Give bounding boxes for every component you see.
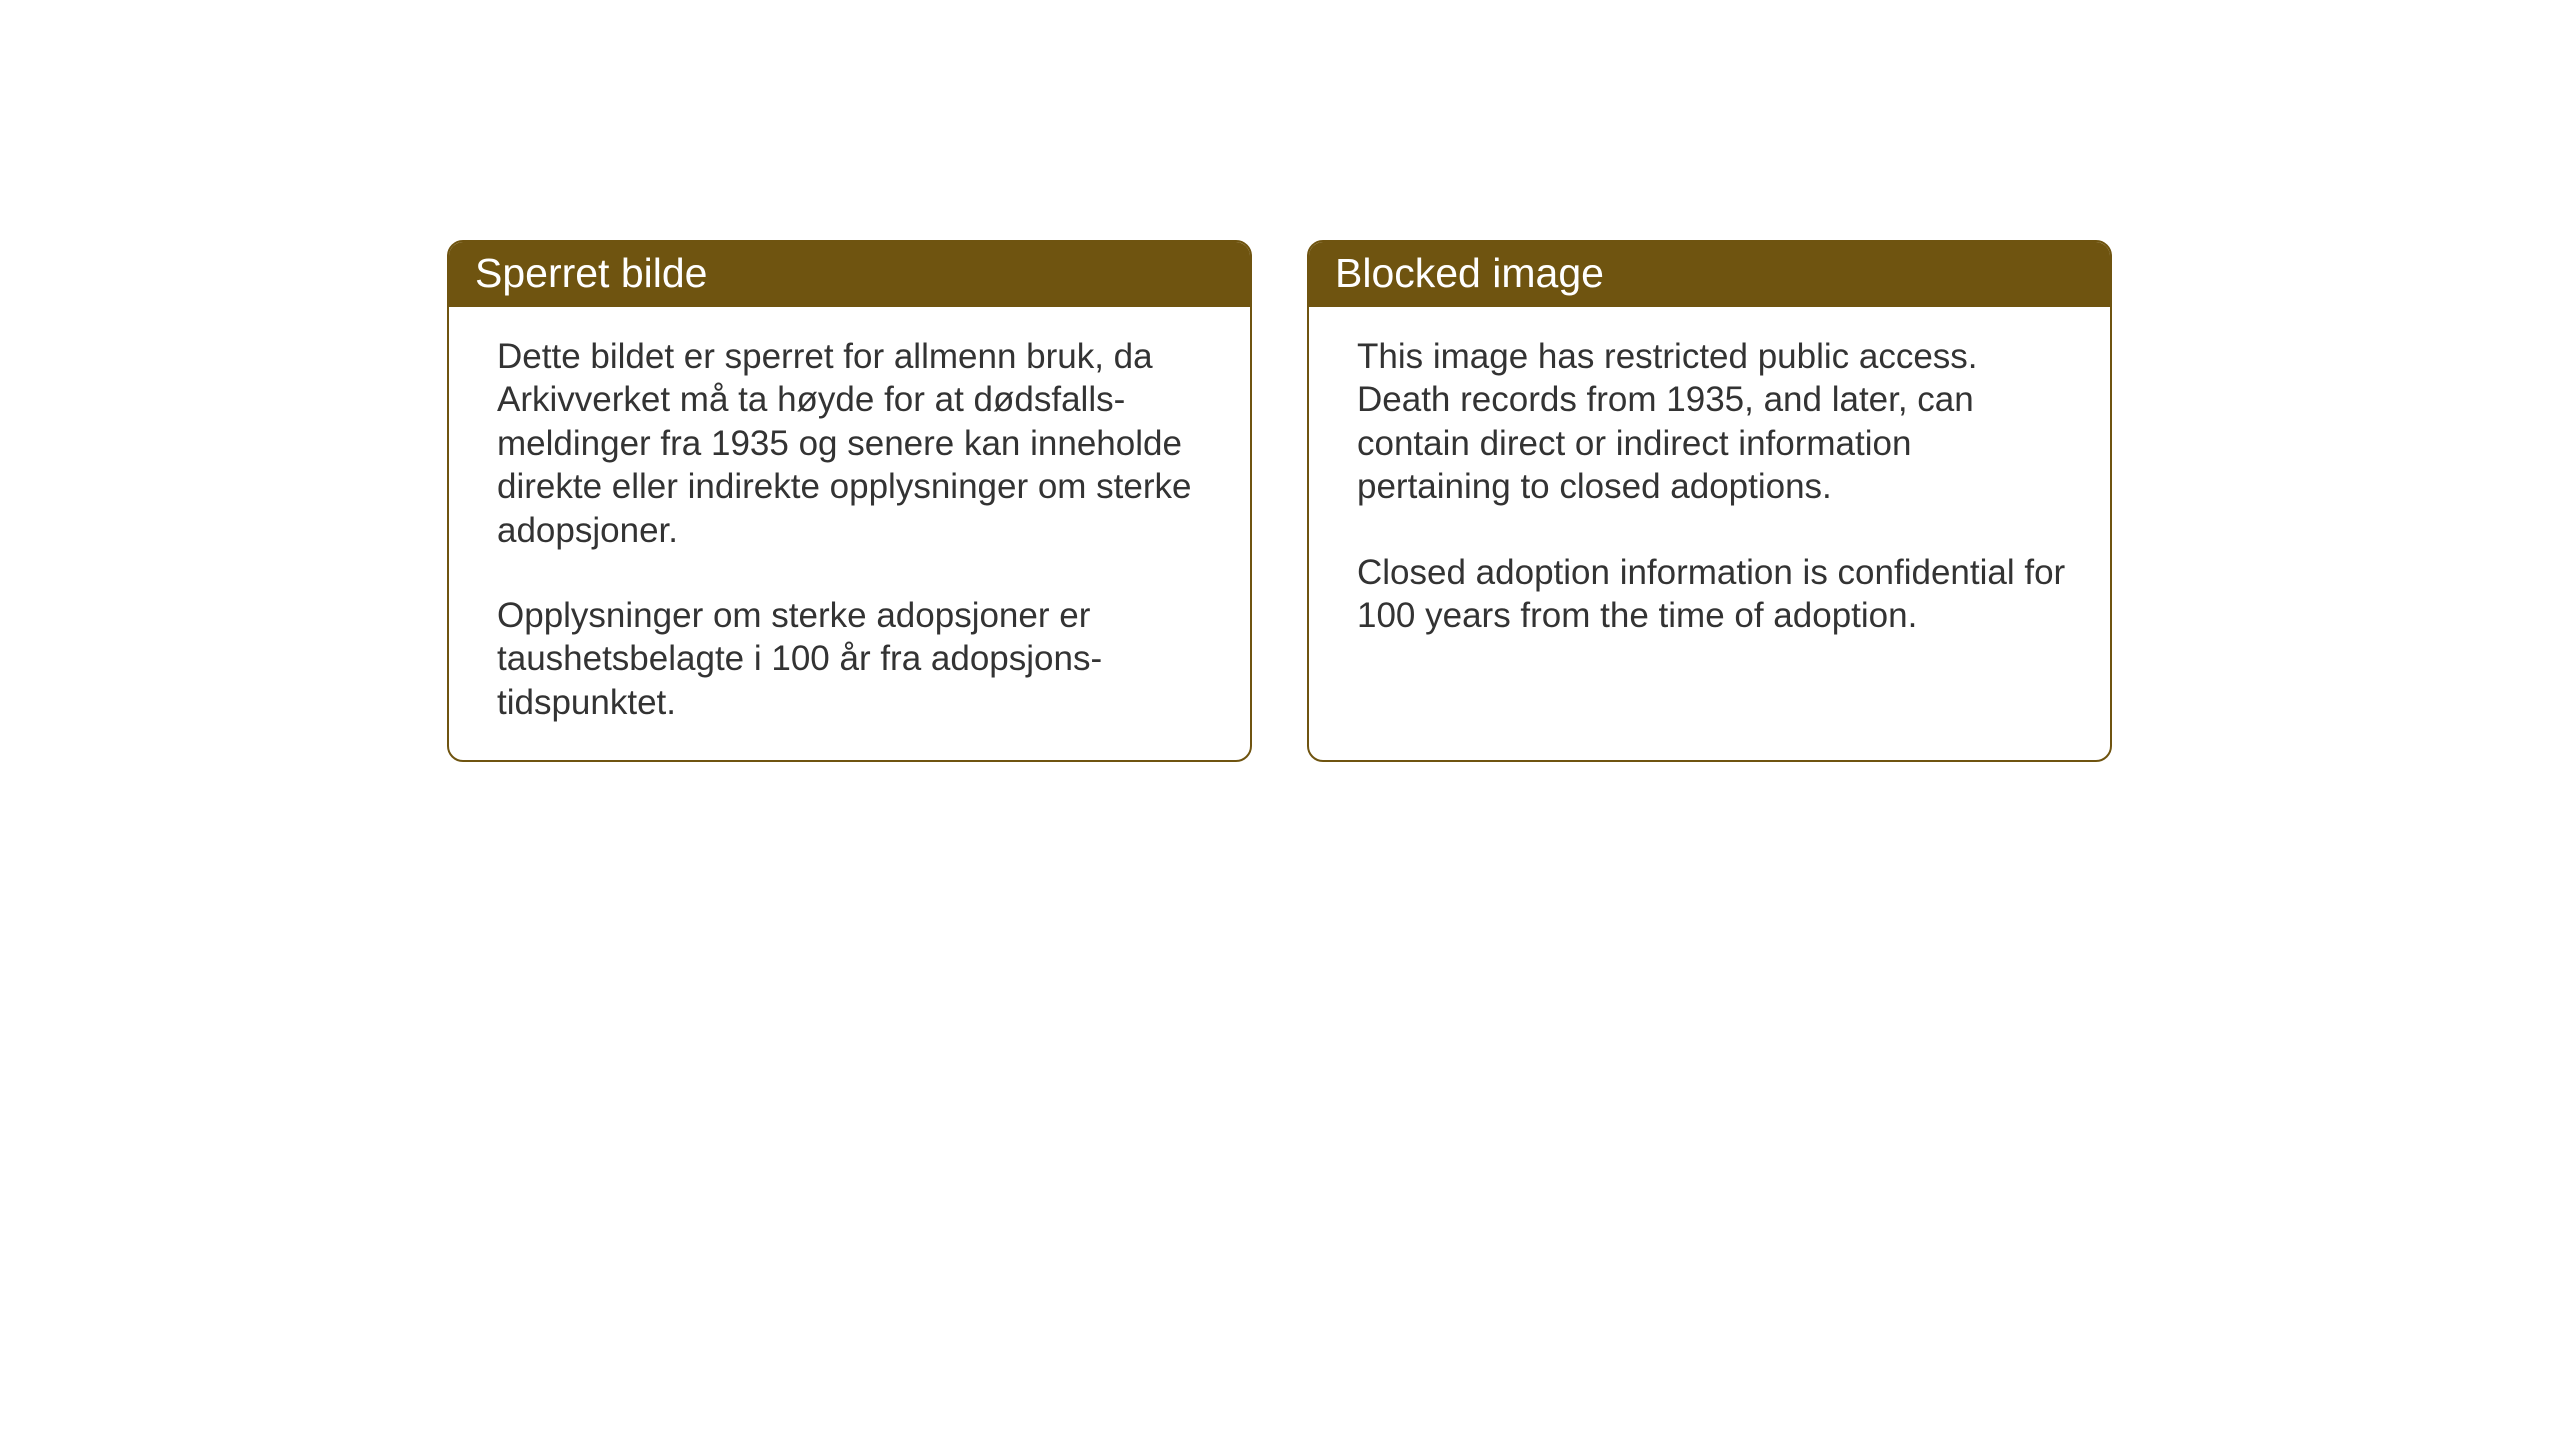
notice-container: Sperret bilde Dette bildet er sperret fo… — [447, 240, 2112, 762]
card-body-english: This image has restricted public access.… — [1309, 307, 2110, 673]
card-paragraph-english-2: Closed adoption information is confident… — [1357, 551, 2070, 638]
card-body-norwegian: Dette bildet er sperret for allmenn bruk… — [449, 307, 1250, 760]
notice-card-english: Blocked image This image has restricted … — [1307, 240, 2112, 762]
card-paragraph-norwegian-2: Opplysninger om sterke adopsjoner er tau… — [497, 594, 1210, 724]
card-paragraph-norwegian-1: Dette bildet er sperret for allmenn bruk… — [497, 335, 1210, 552]
card-title-english: Blocked image — [1335, 250, 1604, 296]
card-header-norwegian: Sperret bilde — [449, 242, 1250, 307]
notice-card-norwegian: Sperret bilde Dette bildet er sperret fo… — [447, 240, 1252, 762]
card-paragraph-english-1: This image has restricted public access.… — [1357, 335, 2070, 509]
card-title-norwegian: Sperret bilde — [475, 250, 707, 296]
card-header-english: Blocked image — [1309, 242, 2110, 307]
